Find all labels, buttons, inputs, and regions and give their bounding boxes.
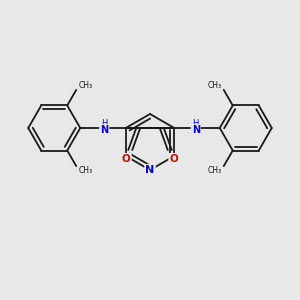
- Text: O: O: [169, 154, 178, 164]
- Text: CH₃: CH₃: [78, 166, 92, 175]
- Text: CH₃: CH₃: [208, 166, 222, 175]
- Polygon shape: [220, 106, 272, 151]
- Text: O: O: [122, 154, 130, 164]
- Text: N: N: [192, 125, 200, 135]
- Polygon shape: [28, 106, 80, 151]
- Text: H: H: [193, 118, 199, 127]
- Text: CH₃: CH₃: [78, 81, 92, 90]
- Text: N: N: [100, 125, 108, 135]
- Polygon shape: [126, 114, 174, 170]
- Text: N: N: [146, 165, 154, 175]
- Text: H: H: [101, 118, 107, 127]
- Text: CH₃: CH₃: [208, 81, 222, 90]
